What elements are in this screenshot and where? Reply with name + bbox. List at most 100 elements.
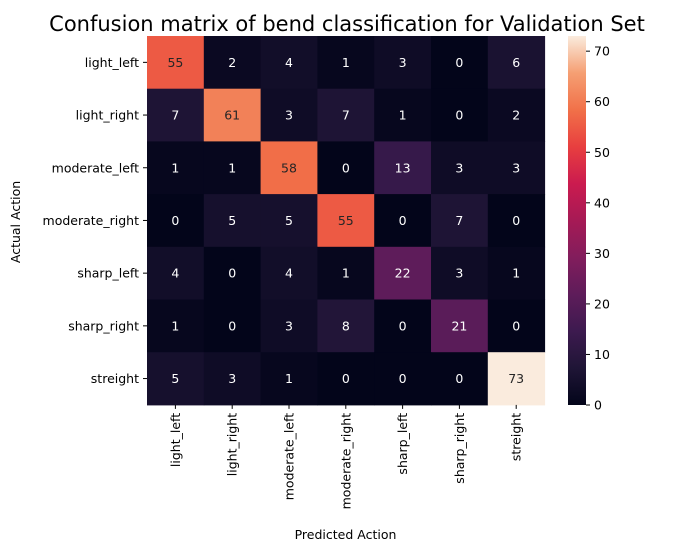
heatmap-cell	[260, 246, 318, 300]
cell-value-label: 1	[171, 160, 179, 175]
cell-value-label: 1	[342, 266, 350, 281]
heatmap-cell	[147, 194, 205, 248]
colorbar-tick-label: 0	[594, 398, 602, 413]
y-tick-label: sharp_left	[77, 266, 139, 281]
cell-value-label: 0	[342, 160, 350, 175]
heatmap-cell	[431, 299, 489, 353]
heatmap-cell	[203, 36, 262, 90]
y-tick-label: streight	[91, 371, 139, 386]
cell-value-label: 0	[342, 371, 350, 386]
heatmap-cell	[203, 246, 262, 300]
heatmap-cell	[203, 141, 262, 195]
heatmap-cell	[317, 88, 375, 142]
colorbar-tick-label: 30	[594, 246, 610, 261]
heatmap-cell	[203, 352, 262, 406]
heatmap-cell	[487, 141, 546, 195]
y-tick-label: moderate_left	[52, 160, 139, 175]
cell-value-label: 0	[228, 318, 236, 333]
colorbar-tick-label: 40	[594, 195, 610, 210]
x-tick-label: light_right	[225, 413, 240, 476]
colorbar-tick-label: 20	[594, 296, 610, 311]
cell-value-label: 3	[455, 160, 463, 175]
cell-value-label: 13	[395, 160, 411, 175]
cell-value-label: 22	[395, 266, 411, 281]
heatmap-cell	[147, 352, 205, 406]
cell-value-label: 0	[455, 55, 463, 70]
heatmap-cells: 55 2 4 1 3 0 67 61 3 7 1 0 21 1 58 0 13 3 30 5 5 55 0 7 04 0 4 1 22 3…	[147, 36, 546, 406]
colorbar-tick-label: 50	[594, 145, 610, 160]
cell-value-label: 73	[508, 371, 524, 386]
heatmap-cell	[487, 299, 546, 353]
heatmap-cell	[317, 352, 375, 406]
cell-value-label: 6	[512, 55, 520, 70]
cell-value-label: 0	[399, 213, 407, 228]
heatmap-cell	[487, 246, 546, 300]
heatmap-cell	[147, 299, 205, 353]
x-tick-label: sharp_left	[395, 413, 410, 475]
colorbar-tick-label: 70	[594, 44, 610, 59]
cell-value-label: 1	[228, 160, 236, 175]
heatmap-cell	[317, 246, 375, 300]
heatmap-cell	[260, 88, 318, 142]
x-tick-label: moderate_left	[282, 413, 297, 500]
x-axis-label: Predicted Action	[295, 527, 397, 542]
cell-value-label: 0	[512, 213, 520, 228]
heatmap-cell	[374, 88, 432, 142]
heatmap-cell	[431, 141, 489, 195]
chart-title: Confusion matrix of bend classification …	[49, 12, 645, 36]
cell-value-label: 7	[455, 213, 463, 228]
cell-value-label: 1	[399, 108, 407, 123]
heatmap-cell	[374, 299, 432, 353]
y-tick-label: sharp_right	[68, 318, 139, 333]
heatmap-cell	[374, 246, 432, 300]
cell-value-label: 2	[512, 108, 520, 123]
cell-value-label: 1	[342, 55, 350, 70]
heatmap-cell	[317, 141, 375, 195]
heatmap-cell	[317, 299, 375, 353]
cell-value-label: 61	[224, 108, 240, 123]
cell-value-label: 4	[171, 266, 179, 281]
cell-value-label: 1	[171, 318, 179, 333]
heatmap-cell	[487, 88, 546, 142]
cell-value-label: 55	[338, 213, 354, 228]
heatmap-cell	[147, 141, 205, 195]
cell-value-label: 55	[167, 55, 183, 70]
cell-value-label: 1	[285, 371, 293, 386]
heatmap-cell	[487, 194, 546, 248]
y-tick-label: moderate_right	[43, 213, 140, 228]
x-tick-label: streight	[509, 413, 524, 461]
cell-value-label: 0	[512, 318, 520, 333]
heatmap-cell	[374, 141, 432, 195]
cell-value-label: 0	[455, 371, 463, 386]
heatmap-cell	[317, 194, 375, 248]
cell-value-label: 4	[285, 55, 293, 70]
heatmap-cell	[260, 352, 318, 406]
cell-value-label: 0	[399, 318, 407, 333]
heatmap-cell	[147, 88, 205, 142]
heatmap-cell	[431, 194, 489, 248]
cell-value-label: 5	[228, 213, 236, 228]
cell-value-label: 3	[285, 108, 293, 123]
heatmap-cell	[487, 36, 546, 90]
cell-value-label: 5	[285, 213, 293, 228]
x-tick-label: light_left	[168, 413, 183, 467]
colorbar-ticks: 0 10 20 30 40 50 60 70	[586, 44, 610, 413]
colorbar-tick-label: 10	[594, 347, 610, 362]
cell-value-label: 3	[228, 371, 236, 386]
cell-value-label: 0	[399, 371, 407, 386]
heatmap-cell	[203, 88, 262, 142]
y-axis-label: Actual Action	[8, 181, 23, 263]
cell-value-label: 0	[228, 266, 236, 281]
heatmap-cell	[431, 36, 489, 90]
heatmap-cell	[317, 36, 375, 90]
heatmap-cell	[431, 246, 489, 300]
cell-value-label: 3	[512, 160, 520, 175]
y-tick-label: light_right	[76, 108, 139, 123]
heatmap-cell	[374, 194, 432, 248]
cell-value-label: 0	[171, 213, 179, 228]
cell-value-label: 7	[342, 108, 350, 123]
heatmap-cell	[374, 36, 432, 90]
cell-value-label: 3	[455, 266, 463, 281]
heatmap-cell	[487, 352, 546, 406]
